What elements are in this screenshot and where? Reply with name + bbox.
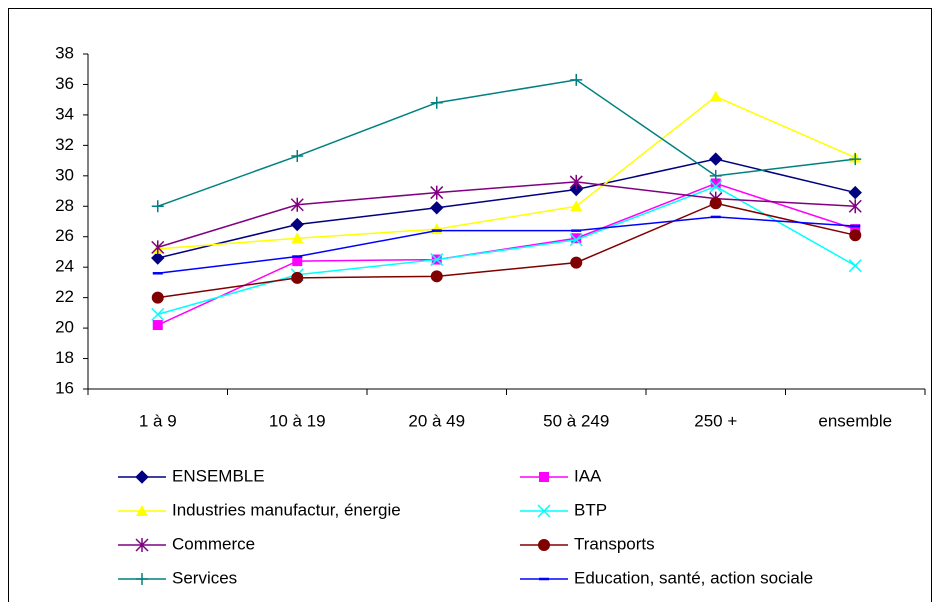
marker (291, 271, 304, 284)
legend-label: Education, santé, action sociale (574, 568, 813, 587)
legend-label: BTP (574, 500, 607, 519)
marker (849, 229, 862, 242)
legend-label: Services (172, 568, 237, 587)
y-tick-label: 18 (55, 348, 74, 367)
legend-marker (136, 505, 148, 516)
legend-label: IAA (574, 466, 602, 485)
y-tick-label: 30 (55, 165, 74, 184)
y-tick-label: 24 (55, 257, 74, 276)
x-tick-label: 20 à 49 (408, 411, 465, 430)
legend-label: Transports (574, 534, 655, 553)
y-tick-label: 32 (55, 135, 74, 154)
marker (151, 200, 164, 213)
marker (151, 240, 165, 255)
y-tick-label: 36 (55, 74, 74, 93)
y-tick-label: 26 (55, 226, 74, 245)
marker (430, 270, 443, 283)
series-line (157, 79, 856, 207)
chart-frame (8, 8, 932, 602)
marker (290, 217, 304, 232)
series-line (157, 95, 856, 250)
y-tick-label: 34 (55, 104, 74, 123)
legend-marker (538, 539, 550, 551)
series-line (157, 182, 856, 326)
marker (849, 153, 862, 166)
x-tick-label: 250 + (694, 411, 737, 430)
legend-marker (135, 470, 149, 484)
series-line (157, 158, 856, 259)
marker (570, 73, 583, 86)
marker (152, 320, 163, 331)
x-tick-label: ensemble (818, 411, 892, 430)
series-line (157, 216, 856, 275)
marker (848, 259, 862, 273)
marker (710, 178, 721, 189)
x-tick-label: 10 à 19 (269, 411, 326, 430)
legend-label: ENSEMBLE (172, 466, 265, 485)
legend-label: Industries manufactur, énergie (172, 500, 401, 519)
marker (430, 253, 444, 267)
x-tick-label: 50 à 249 (543, 411, 609, 430)
marker (848, 199, 862, 214)
series-line (157, 181, 856, 249)
legend-marker (136, 573, 148, 585)
y-tick-label: 20 (55, 318, 74, 337)
y-tick-label: 16 (55, 378, 74, 397)
marker (569, 233, 583, 247)
marker (290, 197, 304, 212)
marker (571, 233, 582, 244)
y-tick-label: 22 (55, 287, 74, 306)
marker (850, 224, 861, 235)
marker (709, 179, 723, 194)
marker (291, 150, 304, 163)
marker (151, 251, 165, 265)
marker (570, 200, 583, 212)
marker (291, 232, 304, 244)
marker (430, 185, 444, 200)
marker (709, 90, 722, 102)
marker (848, 185, 862, 200)
marker (709, 197, 722, 210)
legend-marker (537, 504, 551, 518)
marker (430, 201, 444, 215)
marker (151, 307, 165, 321)
legend-marker (539, 472, 549, 482)
series-line (157, 202, 856, 299)
y-tick-label: 38 (55, 43, 74, 62)
marker (151, 291, 164, 304)
marker (570, 256, 583, 269)
marker (709, 169, 722, 182)
marker (569, 174, 583, 189)
legend-label: Commerce (172, 534, 255, 553)
legend-marker (135, 538, 149, 552)
marker (569, 182, 583, 197)
y-tick-label: 28 (55, 196, 74, 215)
marker (292, 256, 303, 267)
x-tick-label: 1 à 9 (139, 411, 177, 430)
marker (709, 152, 723, 166)
marker (430, 96, 443, 109)
